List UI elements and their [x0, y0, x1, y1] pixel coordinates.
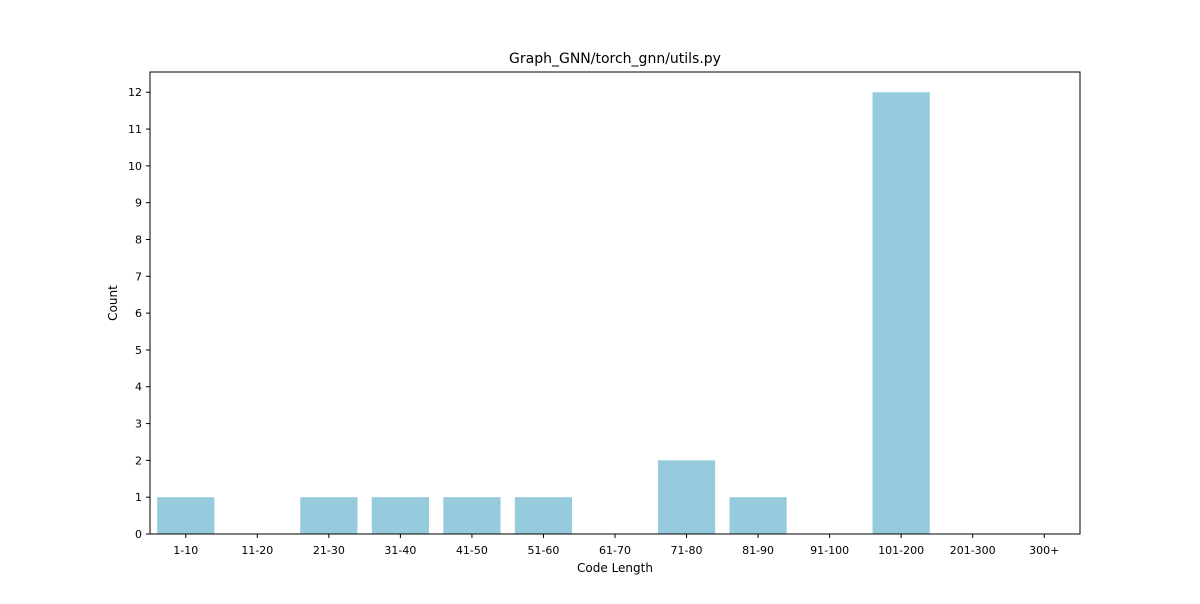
y-tick-label: 5 [135, 344, 142, 357]
y-tick-label: 1 [135, 491, 142, 504]
y-tick-label: 9 [135, 197, 142, 210]
y-tick-label: 4 [135, 381, 142, 394]
bar-41-50 [443, 497, 501, 534]
bar-71-80 [657, 460, 716, 534]
x-tick-label: 31-40 [384, 544, 416, 557]
plot-frame [149, 71, 1081, 535]
y-tick-label: 3 [135, 418, 142, 431]
x-tick-label: 61-70 [599, 544, 631, 557]
y-tick-label: 11 [128, 123, 142, 136]
x-tick-label: 300+ [1029, 544, 1059, 557]
x-tick-label: 81-90 [742, 544, 774, 557]
bar-101-200 [872, 92, 930, 534]
bar-81-90 [729, 497, 787, 534]
y-tick-label: 8 [135, 233, 142, 246]
bar-21-30 [300, 497, 358, 534]
y-tick-label: 12 [128, 86, 142, 99]
x-tick-label: 21-30 [313, 544, 345, 557]
y-tick-label: 2 [135, 454, 142, 467]
y-tick-label: 10 [128, 160, 142, 173]
x-tick-label: 201-300 [950, 544, 996, 557]
y-tick-label: 7 [135, 270, 142, 283]
x-axis: 1-10 11-20 21-30 31-40 41-50 51-60 61-70 71-80 8… [173, 534, 1059, 557]
x-tick-label: 11-20 [241, 544, 273, 557]
chart-title: Graph_GNN/torch_gnn/utils.py [509, 51, 721, 67]
x-tick-label: 101-200 [878, 544, 924, 557]
x-axis-label: Code Length [577, 561, 653, 575]
x-tick-label: 1-10 [173, 544, 198, 557]
y-tick-label: 0 [135, 528, 142, 541]
x-tick-label: 91-100 [810, 544, 849, 557]
bar-31-40 [371, 497, 429, 534]
bar-51-60 [514, 497, 573, 534]
bar-1-10 [157, 497, 215, 534]
y-tick-label: 6 [135, 307, 142, 320]
x-tick-label: 51-60 [527, 544, 559, 557]
bars-group [157, 92, 930, 534]
x-tick-label: 41-50 [456, 544, 488, 557]
x-tick-label: 71-80 [671, 544, 703, 557]
y-axis-label: Count [106, 285, 120, 321]
